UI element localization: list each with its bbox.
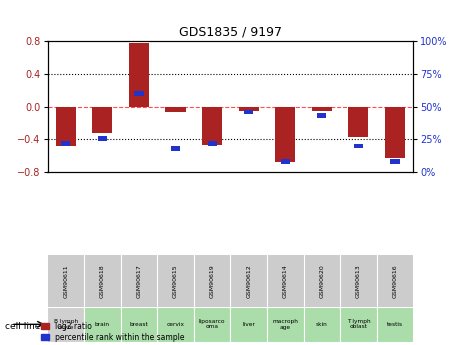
Bar [165, 107, 186, 112]
Text: breast: breast [130, 322, 148, 327]
Text: GSM90613: GSM90613 [356, 264, 361, 298]
Bar [84, 307, 121, 342]
Text: macroph
age: macroph age [272, 319, 298, 329]
Text: GSM90611: GSM90611 [63, 264, 68, 298]
Bar [275, 107, 295, 162]
Bar [92, 107, 113, 133]
Text: GSM90619: GSM90619 [209, 264, 215, 298]
Bar [385, 107, 405, 158]
Text: GSM90620: GSM90620 [319, 264, 324, 298]
Text: GSM90615: GSM90615 [173, 264, 178, 298]
Bar [48, 307, 84, 342]
Bar [390, 159, 399, 164]
Bar [267, 307, 304, 342]
Bar [281, 159, 290, 164]
Bar [134, 91, 143, 96]
Bar [377, 307, 413, 342]
Text: T lymph
oblast: T lymph oblast [347, 319, 370, 329]
Text: liver: liver [242, 322, 255, 327]
Text: GSM90612: GSM90612 [246, 264, 251, 298]
Bar [61, 141, 70, 146]
Bar [244, 109, 253, 115]
Bar [171, 146, 180, 151]
Text: GSM90617: GSM90617 [136, 264, 142, 298]
Text: cervix: cervix [167, 322, 184, 327]
Text: skin: skin [316, 322, 328, 327]
Bar [98, 136, 107, 140]
Text: testis: testis [387, 322, 403, 327]
Bar [312, 107, 332, 111]
Bar [208, 141, 217, 146]
Text: GSM90618: GSM90618 [100, 264, 105, 298]
Text: cell line: cell line [5, 322, 40, 331]
Legend: log2 ratio, percentile rank within the sample: log2 ratio, percentile rank within the s… [38, 318, 187, 345]
Title: GDS1835 / 9197: GDS1835 / 9197 [179, 26, 282, 39]
Bar [317, 114, 326, 118]
Text: GSM90616: GSM90616 [392, 264, 398, 298]
Bar [129, 43, 149, 107]
Bar [348, 107, 369, 137]
Bar [354, 144, 363, 148]
Text: brain: brain [95, 322, 110, 327]
Bar [121, 307, 157, 342]
Bar [202, 107, 222, 145]
Bar [157, 307, 194, 342]
Text: liposarco
oma: liposarco oma [199, 319, 225, 329]
Bar [194, 307, 230, 342]
Bar [304, 307, 340, 342]
Text: GSM90614: GSM90614 [283, 264, 288, 298]
Bar [238, 107, 259, 111]
Bar [56, 107, 76, 146]
Text: B lymph
ocyte: B lymph ocyte [54, 319, 78, 329]
Bar [230, 307, 267, 342]
Bar [340, 307, 377, 342]
